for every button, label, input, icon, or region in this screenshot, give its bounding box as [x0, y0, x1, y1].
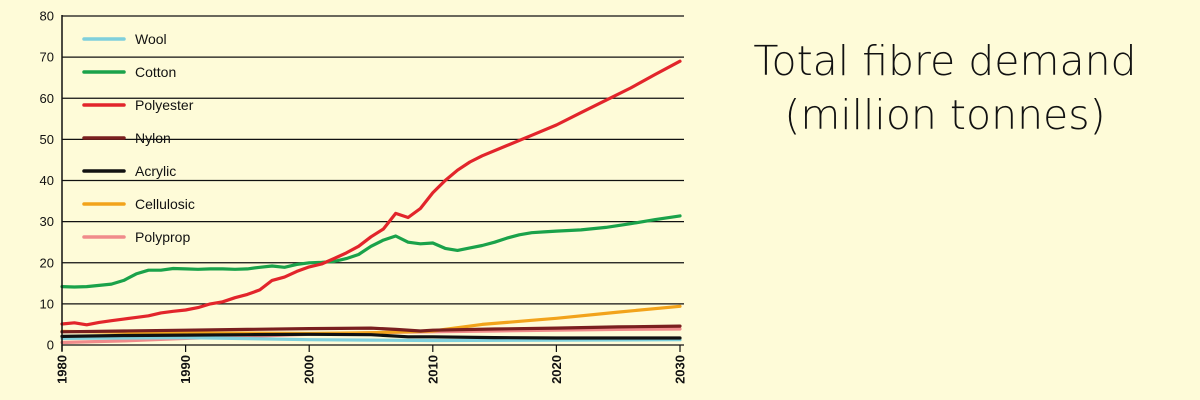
- legend-label-polyprop: Polyprop: [135, 229, 190, 245]
- y-tick-label: 10: [40, 296, 54, 311]
- x-tick-label: 2030: [673, 355, 688, 384]
- y-tick-label: 80: [40, 9, 54, 24]
- legend-label-nylon: Nylon: [135, 130, 171, 146]
- legend-label-cotton: Cotton: [135, 64, 176, 80]
- legend: Wool Cotton Polyester Nylon Acrylic Cellulosi…: [82, 31, 195, 245]
- x-tick-label: 2020: [549, 355, 564, 384]
- y-tick-label: 60: [40, 91, 54, 106]
- y-tick-label: 50: [40, 132, 54, 147]
- x-tick-label: 1990: [178, 355, 193, 384]
- series-lines: [60, 59, 682, 345]
- chart-title: Total fibre demand (million tonnes): [715, 34, 1175, 142]
- chart-title-line-1: Total fibre demand: [753, 37, 1137, 85]
- series-line-wool: [60, 336, 682, 343]
- y-tick-label: 20: [40, 255, 54, 270]
- series-line-nylon: [60, 324, 682, 334]
- x-tick-label: 2000: [302, 355, 317, 384]
- y-tick-label: 70: [40, 50, 54, 65]
- legend-label-cellulosic: Cellulosic: [135, 196, 195, 212]
- y-tick-label: 0: [47, 338, 54, 353]
- chart-title-line-2: (million tonnes): [784, 91, 1106, 139]
- legend-label-acrylic: Acrylic: [135, 163, 176, 179]
- series-line-cotton: [60, 214, 682, 289]
- gridlines: [62, 15, 684, 346]
- legend-label-polyester: Polyester: [135, 97, 194, 113]
- series-line-polyester: [60, 59, 682, 327]
- series-line-acrylic: [60, 332, 682, 340]
- x-tick-label: 2010: [425, 355, 440, 384]
- y-tick-label: 40: [40, 173, 54, 188]
- x-tick-label: 1980: [55, 355, 70, 384]
- legend-label-wool: Wool: [135, 31, 167, 47]
- y-tick-label: 30: [40, 214, 54, 229]
